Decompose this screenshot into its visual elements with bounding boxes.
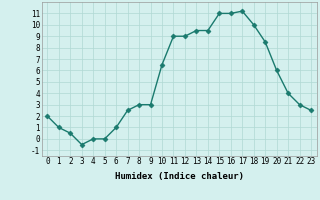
X-axis label: Humidex (Indice chaleur): Humidex (Indice chaleur) — [115, 172, 244, 181]
